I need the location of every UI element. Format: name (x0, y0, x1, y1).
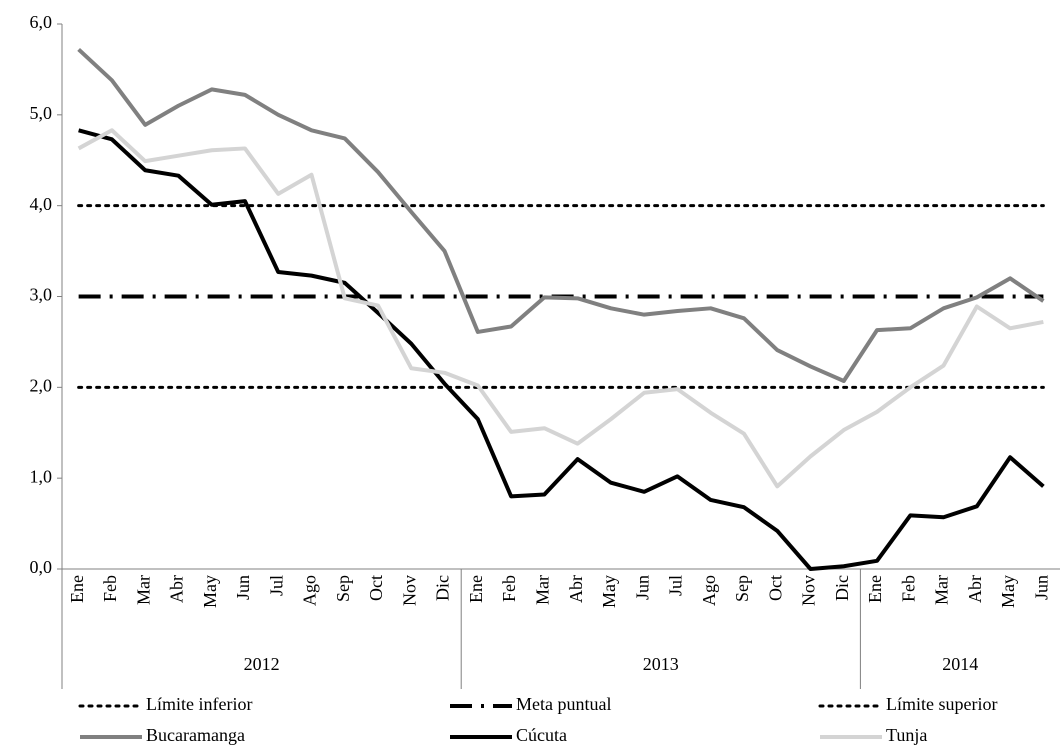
legend-label: Límite inferior (146, 694, 252, 714)
x-tick-label: Ene (865, 575, 885, 603)
x-tick-label: Feb (499, 575, 519, 602)
x-tick-label: Oct (366, 575, 386, 601)
year-label: 2014 (942, 654, 978, 674)
series-line (78, 128, 1045, 571)
y-tick-label: 5,0 (30, 103, 53, 123)
x-tick-label: Jun (1031, 575, 1051, 600)
y-tick-label: 6,0 (30, 12, 53, 32)
x-tick-label: Ago (699, 575, 719, 606)
y-tick-label: 4,0 (30, 194, 53, 214)
year-label: 2012 (244, 654, 280, 674)
legend-label: Límite superior (886, 694, 997, 714)
series-line (77, 128, 1044, 489)
x-tick-label: Abr (167, 575, 187, 603)
legend-label: Bucaramanga (146, 725, 245, 745)
x-tick-label: May (200, 575, 220, 608)
x-tick-label: Feb (100, 575, 120, 602)
x-tick-label: Feb (898, 575, 918, 602)
y-tick-label: 2,0 (30, 375, 53, 395)
x-tick-label: Sep (333, 575, 353, 602)
x-tick-label: Mar (133, 575, 153, 605)
x-tick-label: Mar (932, 575, 952, 605)
legend-label: Tunja (886, 725, 927, 745)
y-tick-label: 3,0 (30, 285, 53, 305)
x-tick-label: Sep (732, 575, 752, 602)
x-tick-label: May (599, 575, 619, 608)
x-tick-label: Abr (965, 575, 985, 603)
x-tick-label: Nov (399, 575, 419, 606)
x-tick-label: Jun (233, 575, 253, 600)
legend-label: Cúcuta (516, 725, 567, 745)
x-tick-label: May (998, 575, 1018, 608)
x-tick-label: Dic (433, 575, 453, 601)
x-tick-label: Nov (799, 575, 819, 606)
legend-label: Meta puntual (516, 694, 611, 714)
x-tick-label: Dic (832, 575, 852, 601)
year-label: 2013 (643, 654, 679, 674)
series-line (77, 47, 1045, 383)
x-tick-label: Jun (632, 575, 652, 600)
x-tick-label: Oct (765, 575, 785, 601)
x-tick-label: Jul (266, 575, 286, 596)
x-tick-label: Mar (532, 575, 552, 605)
y-tick-label: 1,0 (30, 466, 53, 486)
x-tick-label: Ago (300, 575, 320, 606)
x-tick-label: Abr (566, 575, 586, 603)
y-tick-label: 0,0 (30, 557, 53, 577)
x-tick-label: Ene (466, 575, 486, 603)
x-tick-label: Ene (67, 575, 87, 603)
x-tick-label: Jul (666, 575, 686, 596)
